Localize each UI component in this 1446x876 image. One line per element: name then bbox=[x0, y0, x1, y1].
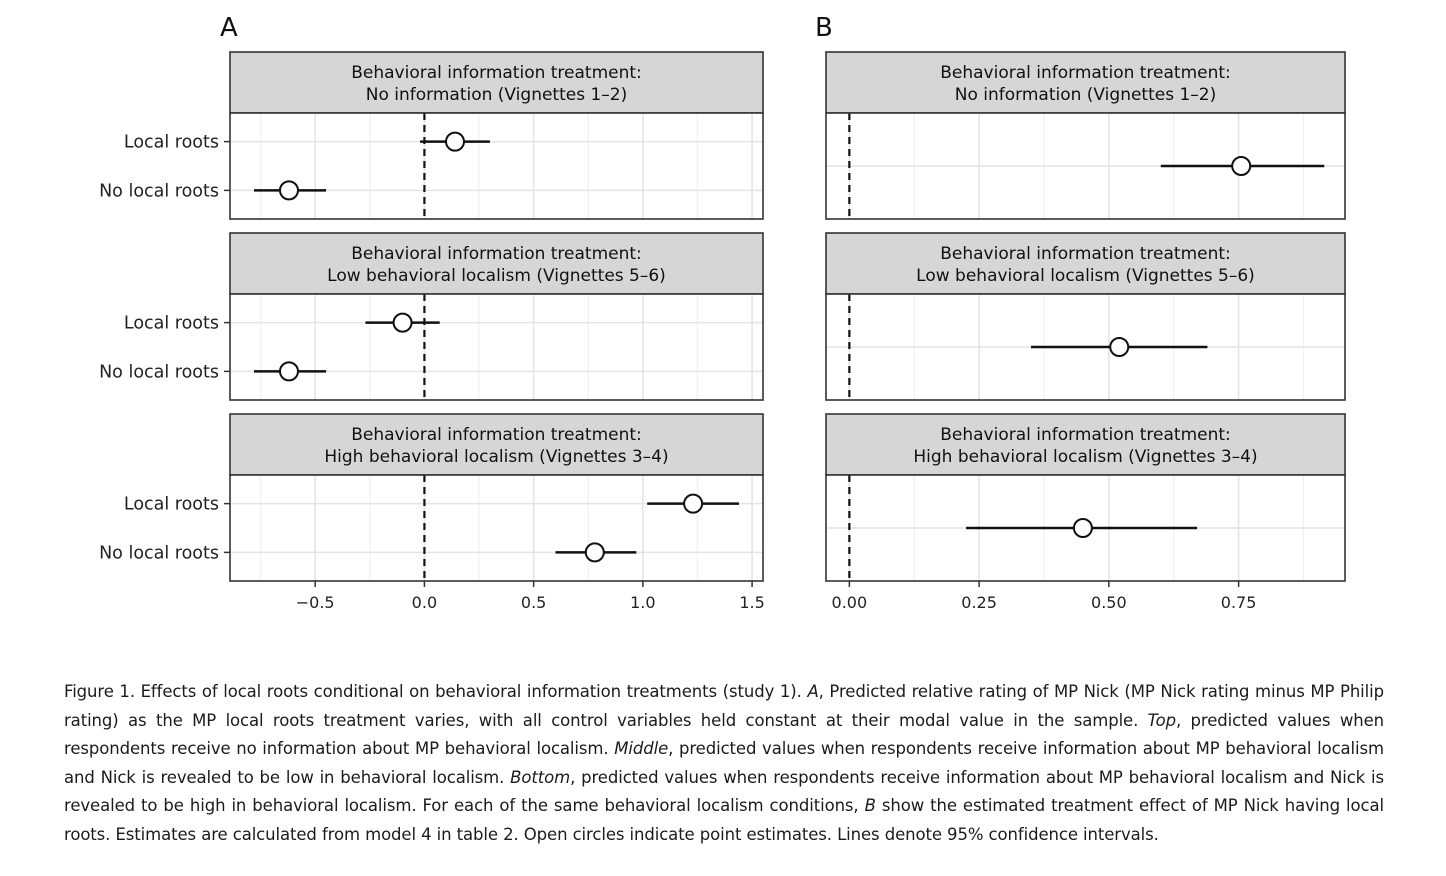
caption-text-1: Figure 1. Effects of local roots conditi… bbox=[64, 682, 808, 701]
caption-middle-label: Middle bbox=[614, 739, 669, 759]
panel-B-facet-2: Behavioral information treatment:Low beh… bbox=[825, 232, 1346, 401]
facet-title-line2: Low behavioral localism (Vignettes 5–6) bbox=[327, 266, 666, 286]
plot-frame bbox=[229, 112, 764, 220]
panel-A-facet-1: Behavioral information treatment:No info… bbox=[99, 51, 764, 220]
facet-strip bbox=[825, 232, 1346, 295]
facet-strip bbox=[825, 413, 1346, 476]
plot-area bbox=[230, 475, 763, 581]
facet-title-line2: High behavioral localism (Vignettes 3–4) bbox=[324, 447, 668, 467]
x-tick-label: 0.25 bbox=[961, 593, 997, 612]
caption-text-4: , predicted values when respondents rece… bbox=[64, 739, 1384, 787]
facet-strip bbox=[825, 51, 1346, 114]
plot-frame bbox=[825, 293, 1346, 401]
facet-title-line1: Behavioral information treatment: bbox=[940, 425, 1231, 445]
caption-a-label: A bbox=[807, 682, 819, 701]
plot-area bbox=[230, 294, 763, 400]
point-estimate bbox=[683, 493, 704, 514]
panel-A-facet-3: Behavioral information treatment:High be… bbox=[99, 413, 765, 612]
point-estimate bbox=[278, 180, 299, 201]
x-tick-label: 0.5 bbox=[521, 593, 546, 612]
caption-top-label: Top bbox=[1147, 710, 1176, 730]
plot-frame bbox=[229, 293, 764, 401]
x-tick-label: 0.00 bbox=[832, 593, 868, 612]
caption-text-5: , predicted values when respondents rece… bbox=[64, 767, 1384, 816]
x-tick-label: 0.0 bbox=[412, 593, 437, 612]
caption-text-6: show the estimated treatment effect of M… bbox=[64, 796, 1384, 844]
plot-frame bbox=[825, 112, 1346, 220]
facet-title-line2: High behavioral localism (Vignettes 3–4) bbox=[913, 447, 1257, 467]
plot-area bbox=[230, 113, 763, 219]
category-label: No local roots bbox=[99, 181, 219, 201]
facet-title-line1: Behavioral information treatment: bbox=[940, 63, 1231, 83]
panel-B-facet-3: Behavioral information treatment:High be… bbox=[825, 413, 1346, 612]
point-estimate bbox=[1072, 518, 1093, 538]
facet-strip bbox=[229, 413, 764, 476]
category-label: Local roots bbox=[124, 133, 219, 153]
caption-b-label: B bbox=[864, 796, 876, 816]
point-estimate bbox=[392, 312, 413, 333]
panel-label-B: B bbox=[815, 13, 833, 43]
caption-text-2: , Predicted relative rating of MP Nick (… bbox=[64, 682, 1385, 730]
category-label: Local roots bbox=[124, 495, 219, 515]
point-estimate bbox=[278, 361, 299, 382]
panel-label-A: A bbox=[220, 13, 238, 43]
facet-title-line2: Low behavioral localism (Vignettes 5–6) bbox=[916, 266, 1255, 286]
category-label: No local roots bbox=[99, 543, 219, 563]
facet-strip bbox=[229, 232, 764, 295]
facet-strip bbox=[229, 51, 764, 114]
facet-title-line1: Behavioral information treatment: bbox=[351, 425, 642, 445]
x-tick-label: 1.0 bbox=[630, 593, 655, 612]
plot-frame bbox=[229, 474, 764, 582]
facet-title-line2: No information (Vignettes 1–2) bbox=[366, 85, 628, 105]
x-tick-label: 0.75 bbox=[1221, 593, 1257, 612]
caption-text-3: , predicted values when respondents rece… bbox=[64, 710, 1384, 759]
facet-title-line1: Behavioral information treatment: bbox=[351, 244, 642, 264]
plot-frame bbox=[825, 474, 1346, 582]
figure-caption: Figure 1. Effects of local roots conditi… bbox=[64, 678, 1384, 850]
point-estimate bbox=[584, 542, 605, 563]
point-estimate bbox=[1109, 337, 1130, 357]
panel-A-facet-2: Behavioral information treatment:Low beh… bbox=[99, 232, 764, 401]
facet-title-line1: Behavioral information treatment: bbox=[940, 244, 1231, 264]
x-tick-label: −0.5 bbox=[296, 593, 335, 612]
panel-B-facet-1: Behavioral information treatment:No info… bbox=[825, 51, 1346, 220]
caption-bottom-label: Bottom bbox=[510, 767, 571, 787]
category-label: No local roots bbox=[99, 362, 219, 382]
facet-title-line2: No information (Vignettes 1–2) bbox=[955, 85, 1217, 105]
point-estimate bbox=[444, 131, 465, 152]
category-label: Local roots bbox=[124, 314, 219, 334]
x-tick-label: 1.5 bbox=[739, 593, 764, 612]
point-estimate bbox=[1231, 156, 1252, 176]
facet-title-line1: Behavioral information treatment: bbox=[351, 63, 642, 83]
x-tick-label: 0.50 bbox=[1091, 593, 1127, 612]
